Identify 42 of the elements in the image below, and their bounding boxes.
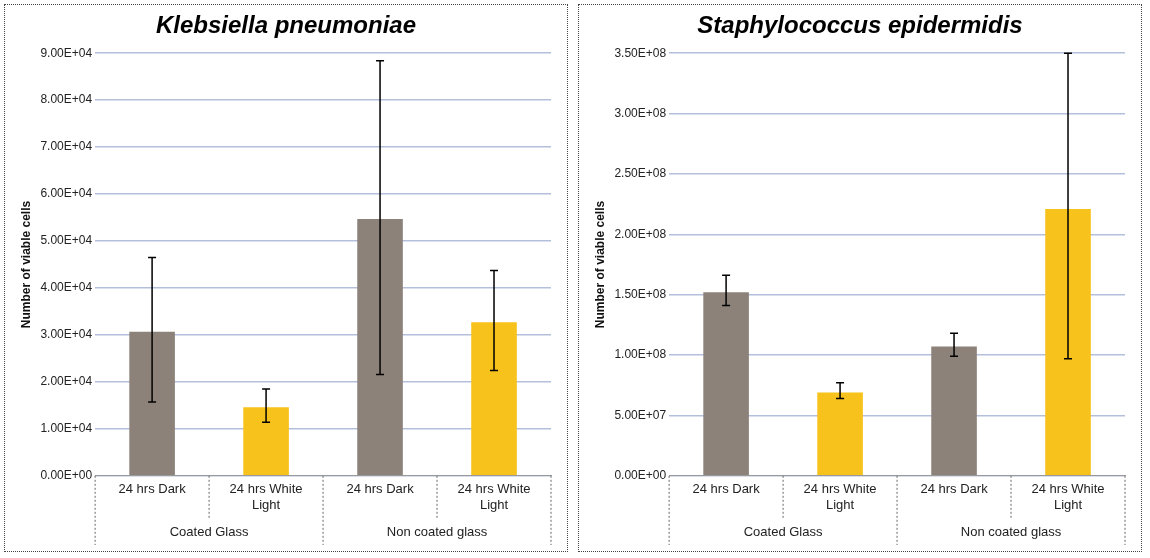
bar	[129, 331, 175, 476]
y-tick-label: 2.00E+08	[614, 226, 667, 241]
y-tick-label: 2.00E+04	[40, 374, 93, 389]
bar	[931, 346, 977, 476]
chart-title: Staphylococcus epidermidis	[696, 11, 1024, 40]
y-tick-label: 1.00E+08	[614, 347, 667, 362]
y-tick-label: 6.00E+04	[40, 186, 93, 201]
y-axis-title: Number of viable cells	[592, 200, 607, 329]
text: Non coated glass	[386, 523, 488, 539]
text: Non coated glass	[960, 523, 1062, 539]
bar	[1045, 208, 1091, 476]
chart-title: Klebsiella pneumoniae	[154, 11, 418, 40]
y-tick-label: 9.00E+04	[40, 45, 93, 60]
y-tick-label: 1.00E+04	[40, 421, 93, 436]
x-tick-label: 24 hrs Dark	[920, 481, 989, 497]
bar	[703, 292, 749, 476]
y-tick-label: 2.50E+08	[614, 166, 667, 181]
y-tick-label: 5.00E+04	[40, 233, 93, 248]
x-tick-label: 24 hrs White Light	[803, 481, 877, 512]
bar	[357, 218, 403, 476]
y-tick-label: 3.00E+04	[40, 327, 93, 342]
y-tick-label: 4.00E+04	[40, 280, 93, 295]
y-tick-label: 3.50E+08	[614, 45, 667, 60]
x-tick-label: 24 hrs White Light	[1031, 481, 1105, 512]
text: Coated Glass	[169, 523, 249, 539]
y-axis-title: Number of viable cells	[18, 200, 33, 329]
x-tick-label: 24 hrs White Light	[457, 481, 531, 512]
y-tick-label: 1.50E+08	[614, 287, 667, 301]
bar	[243, 407, 289, 476]
text: Coated Glass	[743, 523, 823, 539]
y-tick-label: 7.00E+04	[40, 139, 93, 154]
y-tick-label: 0.00E+00	[40, 468, 93, 483]
bar	[817, 392, 863, 476]
x-tick-label: 24 hrs White Light	[229, 481, 303, 512]
x-tick-label: 24 hrs Dark	[118, 481, 187, 497]
y-tick-label: 5.00E+07	[614, 407, 667, 422]
bar	[471, 322, 517, 476]
y-tick-label: 3.00E+08	[614, 105, 667, 120]
y-tick-label: 8.00E+04	[40, 92, 93, 107]
x-tick-label: 24 hrs Dark	[692, 481, 761, 497]
y-tick-label: 0.00E+00	[614, 468, 667, 483]
x-tick-label: 24 hrs Dark	[346, 481, 415, 497]
